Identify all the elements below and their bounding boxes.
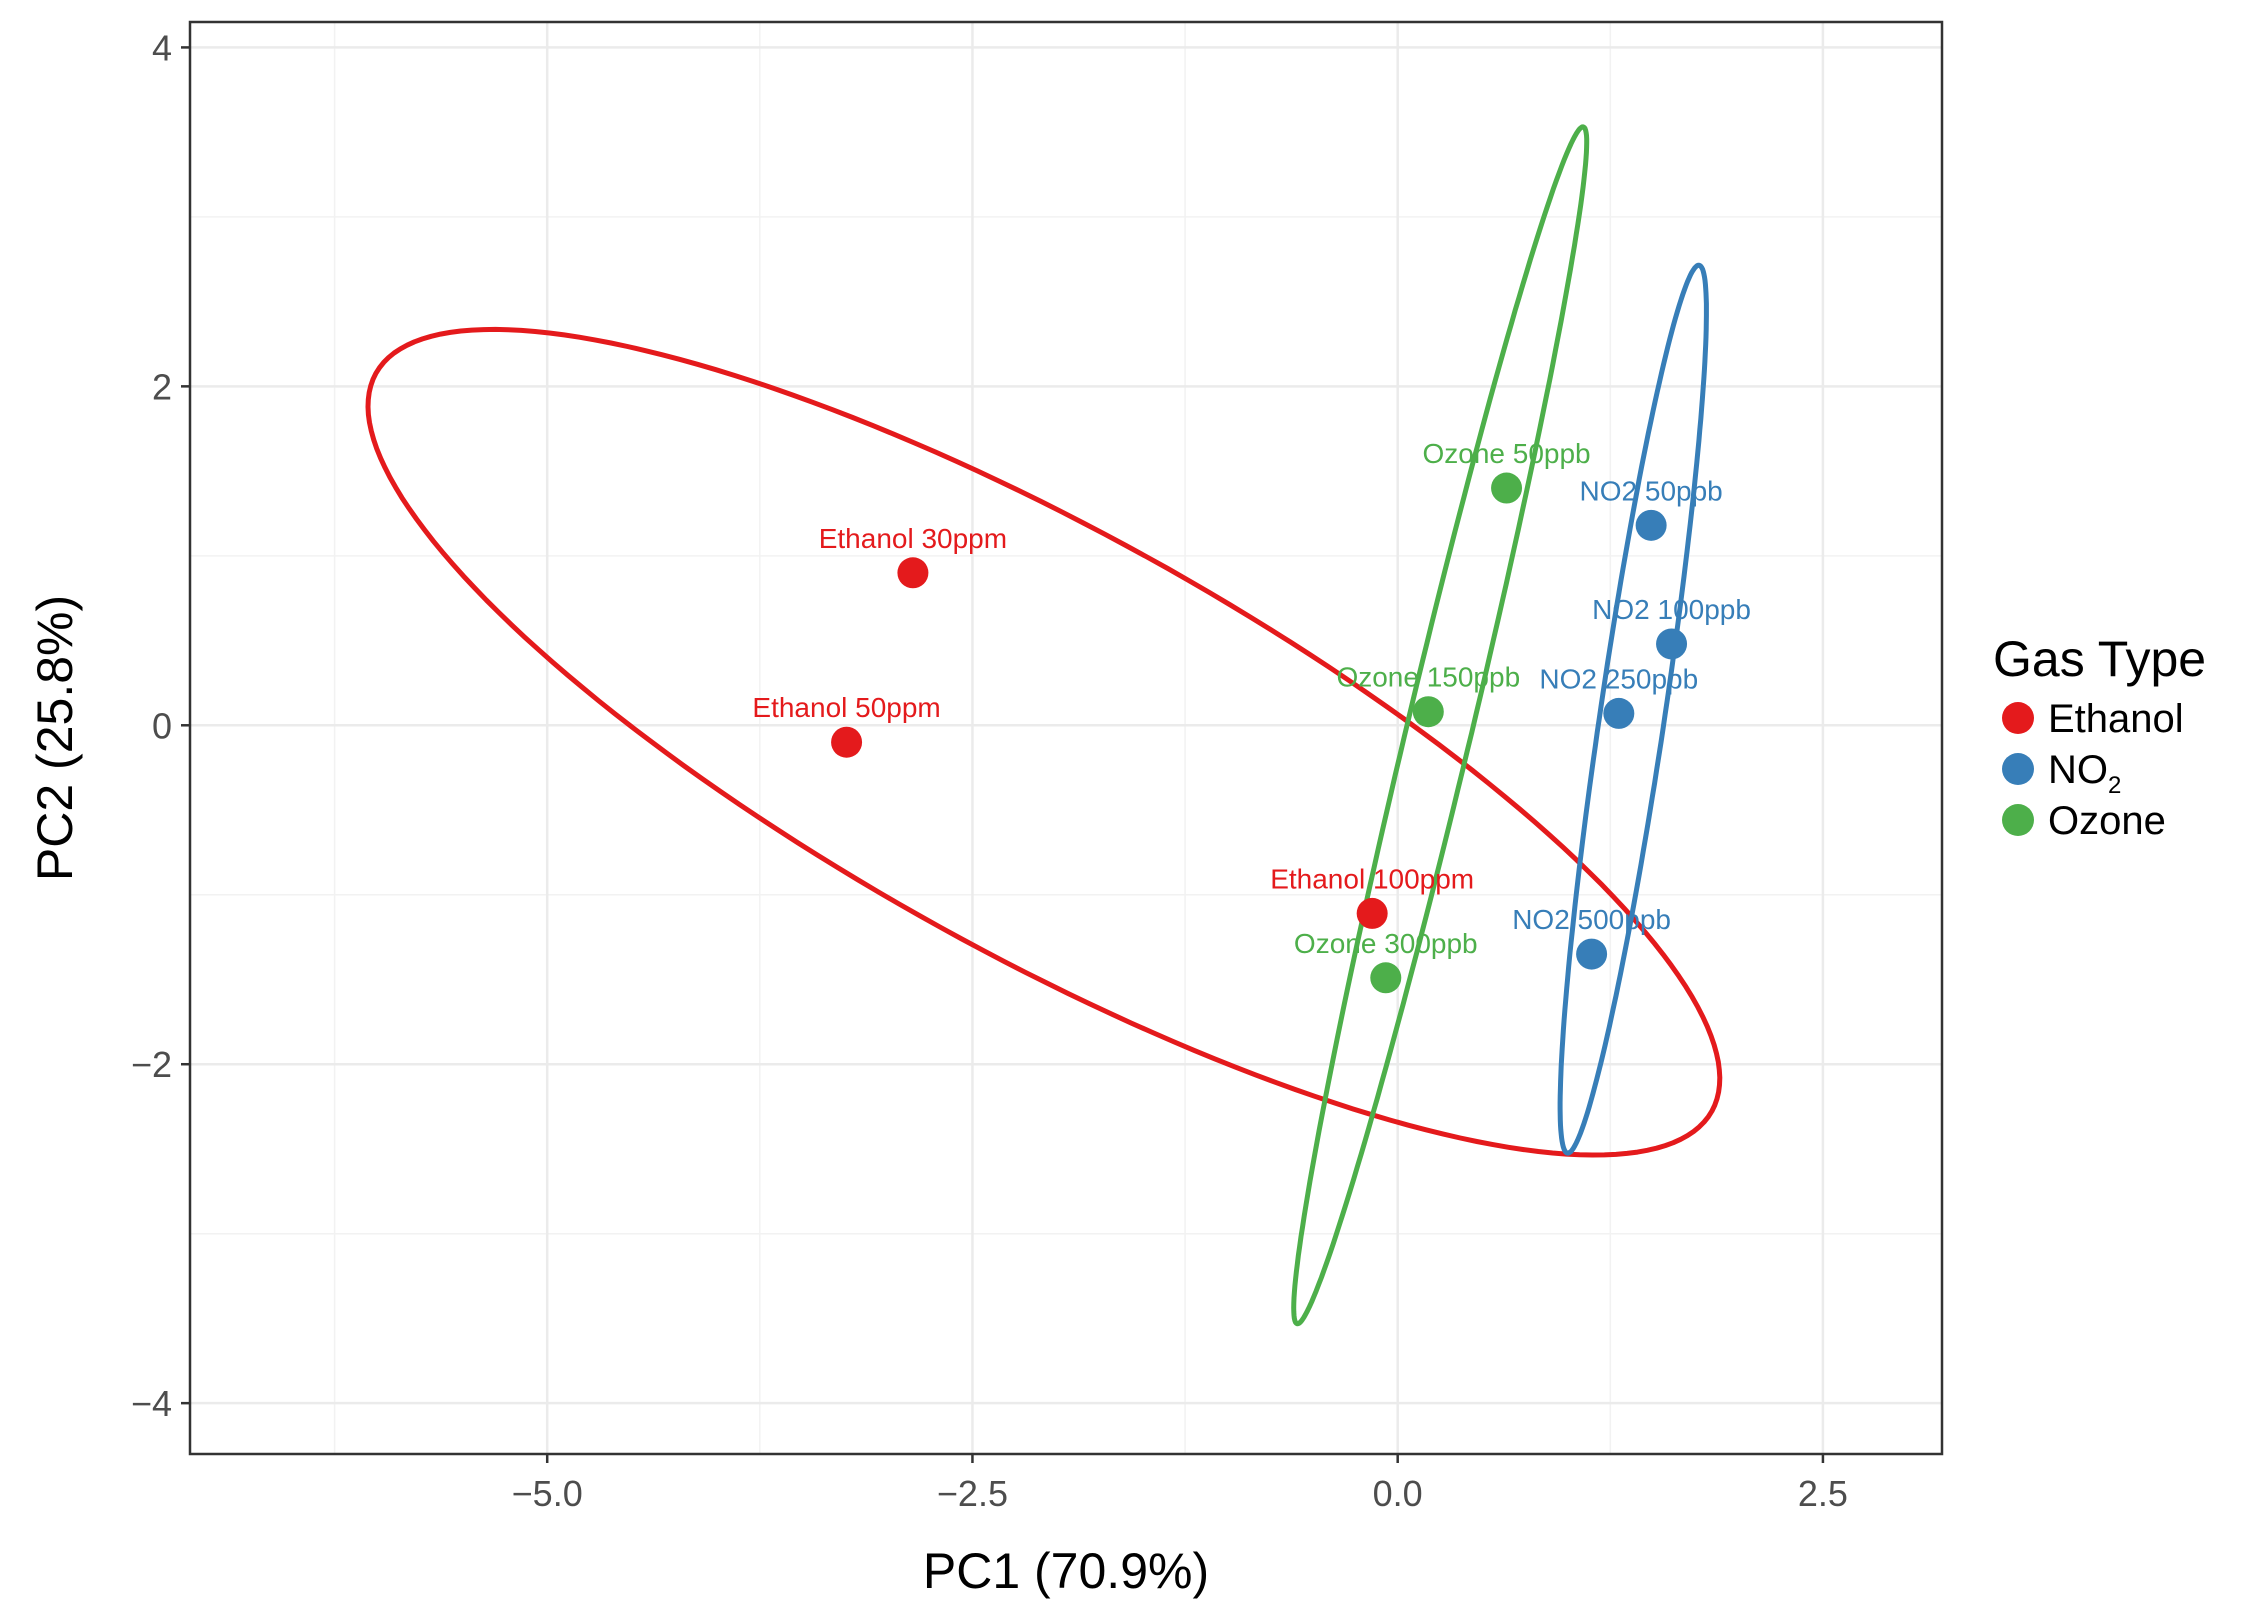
- y-tick-label: 4: [152, 27, 172, 68]
- x-tick-label: −2.5: [937, 1473, 1008, 1514]
- y-axis-ticks: 4 2 0 −2 −4: [131, 27, 190, 1424]
- x-tick-label: 0.0: [1373, 1473, 1423, 1514]
- ethanol-ellipse: [365, 326, 1723, 1158]
- ethanol-100ppm-label: Ethanol 100ppm: [1270, 863, 1474, 894]
- no2-50ppb-label: NO2 50ppb: [1580, 475, 1723, 506]
- y-tick-label: 0: [152, 705, 172, 746]
- point-labels: Ethanol 30ppm Ethanol 50ppm Ethanol 100ppm…: [752, 438, 1751, 959]
- y-axis-title: PC2 (25.8%): [27, 595, 83, 881]
- x-tick-label: 2.5: [1798, 1473, 1848, 1514]
- y-tick-label: −4: [131, 1383, 172, 1424]
- no2-100ppb-label: NO2 100ppb: [1592, 594, 1751, 625]
- x-axis-ticks: −5.0 −2.5 0.0 2.5: [512, 1454, 1848, 1514]
- plot-panel-border: [188, 20, 1944, 1456]
- legend-label-ozone: Ozone: [2048, 799, 2166, 843]
- legend-label-ethanol: Ethanol: [2048, 697, 2184, 741]
- legend-key-ozone: [2002, 804, 2034, 836]
- ethanol-30ppm-point: [897, 557, 929, 589]
- data-points: [831, 472, 1688, 994]
- plot-panel-background: [190, 22, 1942, 1454]
- ozone-150ppb-label: Ozone 150ppb: [1336, 662, 1520, 693]
- no2-500ppb-label: NO2 500ppb: [1512, 904, 1671, 935]
- ozone-150ppb-point: [1412, 696, 1444, 728]
- no2-50ppb-point: [1635, 509, 1667, 541]
- no2-250ppb-point: [1603, 697, 1635, 729]
- legend-title: Gas Type: [1993, 631, 2206, 687]
- legend-key-no2: [2002, 753, 2034, 785]
- ozone-50ppb-label: Ozone 50ppb: [1422, 438, 1590, 469]
- x-tick-label: −5.0: [512, 1473, 583, 1514]
- x-axis-title: PC1 (70.9%): [923, 1543, 1209, 1599]
- ozone-300ppb-point: [1370, 962, 1402, 994]
- y-tick-label: −2: [131, 1044, 172, 1085]
- ethanol-100ppm-point: [1356, 897, 1388, 929]
- no2-ellipse: [1557, 262, 1709, 1156]
- legend-label-no2: NO2: [2048, 748, 2121, 799]
- no2-500ppb-point: [1576, 938, 1608, 970]
- ozone-ellipse: [1291, 124, 1590, 1327]
- legend-key-ethanol: [2002, 702, 2034, 734]
- ethanol-30ppm-label: Ethanol 30ppm: [819, 523, 1007, 554]
- major-gridlines: [190, 22, 1942, 1454]
- ozone-50ppb-point: [1491, 472, 1523, 504]
- no2-250ppb-label: NO2 250ppb: [1539, 663, 1698, 694]
- no2-100ppb-point: [1656, 628, 1688, 660]
- ethanol-50ppm-point: [831, 726, 863, 758]
- ethanol-50ppm-label: Ethanol 50ppm: [752, 692, 940, 723]
- confidence-ellipses: [365, 124, 1723, 1327]
- minor-gridlines: [190, 22, 1942, 1454]
- y-tick-label: 2: [152, 366, 172, 407]
- ozone-300ppb-label: Ozone 300ppb: [1294, 928, 1478, 959]
